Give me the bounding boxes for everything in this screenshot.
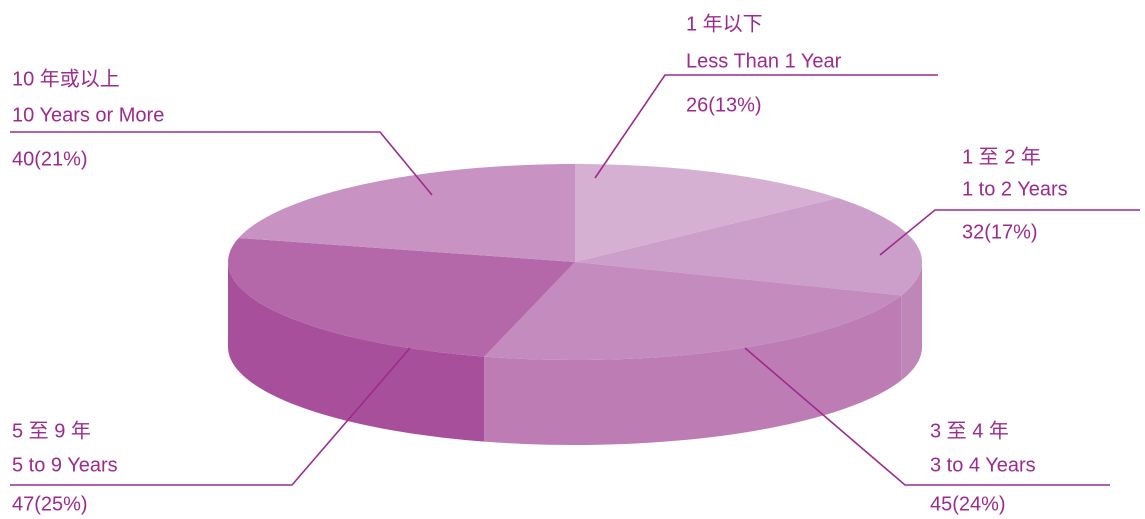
category-label: 1 to 2 Years — [962, 178, 1068, 200]
pie-slice — [238, 164, 575, 262]
category-label-zh: 10 年或以上 — [12, 67, 120, 90]
category-label: Less Than 1 Year — [686, 50, 842, 72]
pie-side — [228, 262, 485, 442]
value-label: 47(25%) — [12, 493, 88, 515]
category-label-zh: 1 年以下 — [686, 12, 763, 35]
category-label-zh: 5 至 9 年 — [12, 419, 91, 442]
value-label: 32(17%) — [962, 221, 1038, 243]
pie-slice — [484, 262, 902, 360]
leader-line — [879, 209, 1140, 256]
leader-line — [744, 347, 1110, 486]
pie-slice — [228, 237, 575, 357]
value-label: 26(13%) — [686, 94, 762, 116]
category-label-zh: 3 至 4 年 — [930, 419, 1009, 442]
leader-line — [10, 131, 433, 196]
category-label: 3 to 4 Years — [930, 454, 1036, 476]
leader-line — [10, 347, 411, 486]
category-label: 5 to 9 Years — [12, 454, 118, 476]
value-label: 40(21%) — [12, 148, 88, 170]
pie-slice — [575, 198, 922, 296]
pie-slice — [575, 164, 838, 262]
category-label-zh: 1 至 2 年 — [962, 145, 1041, 168]
pie-side — [484, 295, 902, 445]
leader-line — [594, 74, 938, 179]
pie-side — [901, 262, 922, 381]
value-label: 45(24%) — [930, 493, 1006, 515]
category-label: 10 Years or More — [12, 104, 164, 126]
